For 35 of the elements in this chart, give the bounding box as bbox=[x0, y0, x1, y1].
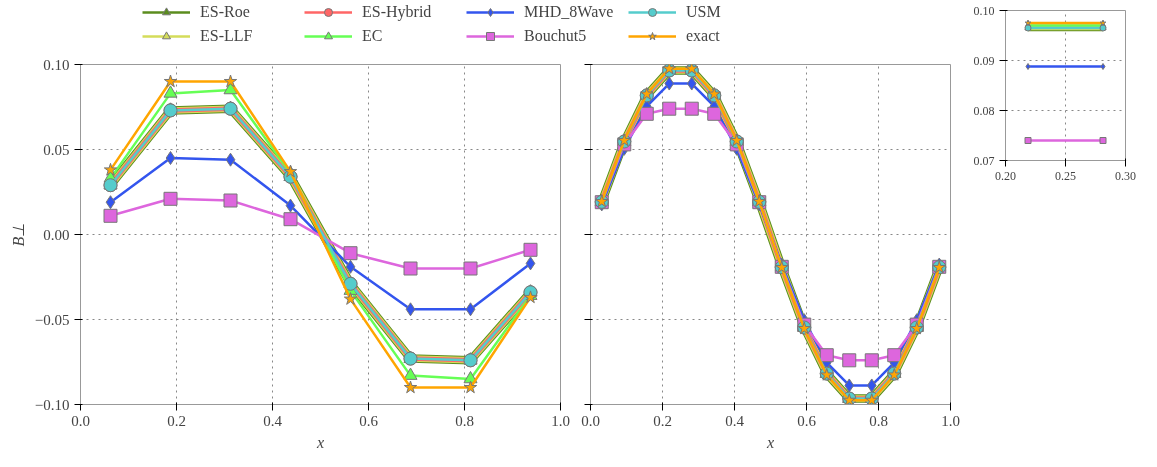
legend-label: ES-Roe bbox=[200, 3, 251, 21]
legend-label: ES-LLF bbox=[200, 27, 254, 45]
y-tick-label: 0.05 bbox=[43, 141, 70, 158]
y-tick-label: 0.00 bbox=[43, 226, 70, 243]
y-tick-label: −0.10 bbox=[34, 396, 70, 413]
x-tick-label: 1.0 bbox=[941, 412, 960, 429]
x-tick-label: 0.4 bbox=[725, 412, 745, 429]
x-tick-label: 0.2 bbox=[653, 412, 672, 429]
legend-label: exact bbox=[686, 27, 721, 45]
y-tick-label: 0.10 bbox=[973, 3, 995, 18]
x-tick-label: 0.0 bbox=[581, 412, 600, 429]
y-tick-label: −0.05 bbox=[34, 311, 70, 328]
x-tick-label: 0.6 bbox=[359, 412, 379, 429]
x-axis-title: x bbox=[315, 433, 325, 451]
x-axis-title: x bbox=[765, 433, 775, 451]
y-tick-label: 0.10 bbox=[43, 56, 70, 73]
x-tick-label: 0.0 bbox=[71, 412, 90, 429]
legend-label: MHD_8Wave bbox=[524, 3, 615, 21]
legend-label: USM bbox=[686, 3, 722, 21]
y-tick-label: 0.07 bbox=[973, 153, 995, 168]
x-tick-label: 0.20 bbox=[995, 168, 1016, 183]
x-tick-label: 0.30 bbox=[1115, 168, 1136, 183]
legend-label: Bouchut5 bbox=[524, 27, 588, 45]
x-tick-label: 0.6 bbox=[797, 412, 817, 429]
x-tick-label: 0.8 bbox=[455, 412, 474, 429]
y-tick-label: 0.09 bbox=[973, 53, 995, 68]
legend-label: EC bbox=[362, 27, 384, 45]
x-tick-label: 0.2 bbox=[167, 412, 186, 429]
x-tick-label: 0.25 bbox=[1055, 168, 1076, 183]
x-tick-label: 0.8 bbox=[869, 412, 888, 429]
legend-label: ES-Hybrid bbox=[362, 3, 433, 21]
y-axis-title: B⊥ bbox=[9, 222, 27, 247]
y-tick-label: 0.08 bbox=[973, 103, 995, 118]
x-tick-label: 1.0 bbox=[551, 412, 570, 429]
x-tick-label: 0.4 bbox=[263, 412, 283, 429]
